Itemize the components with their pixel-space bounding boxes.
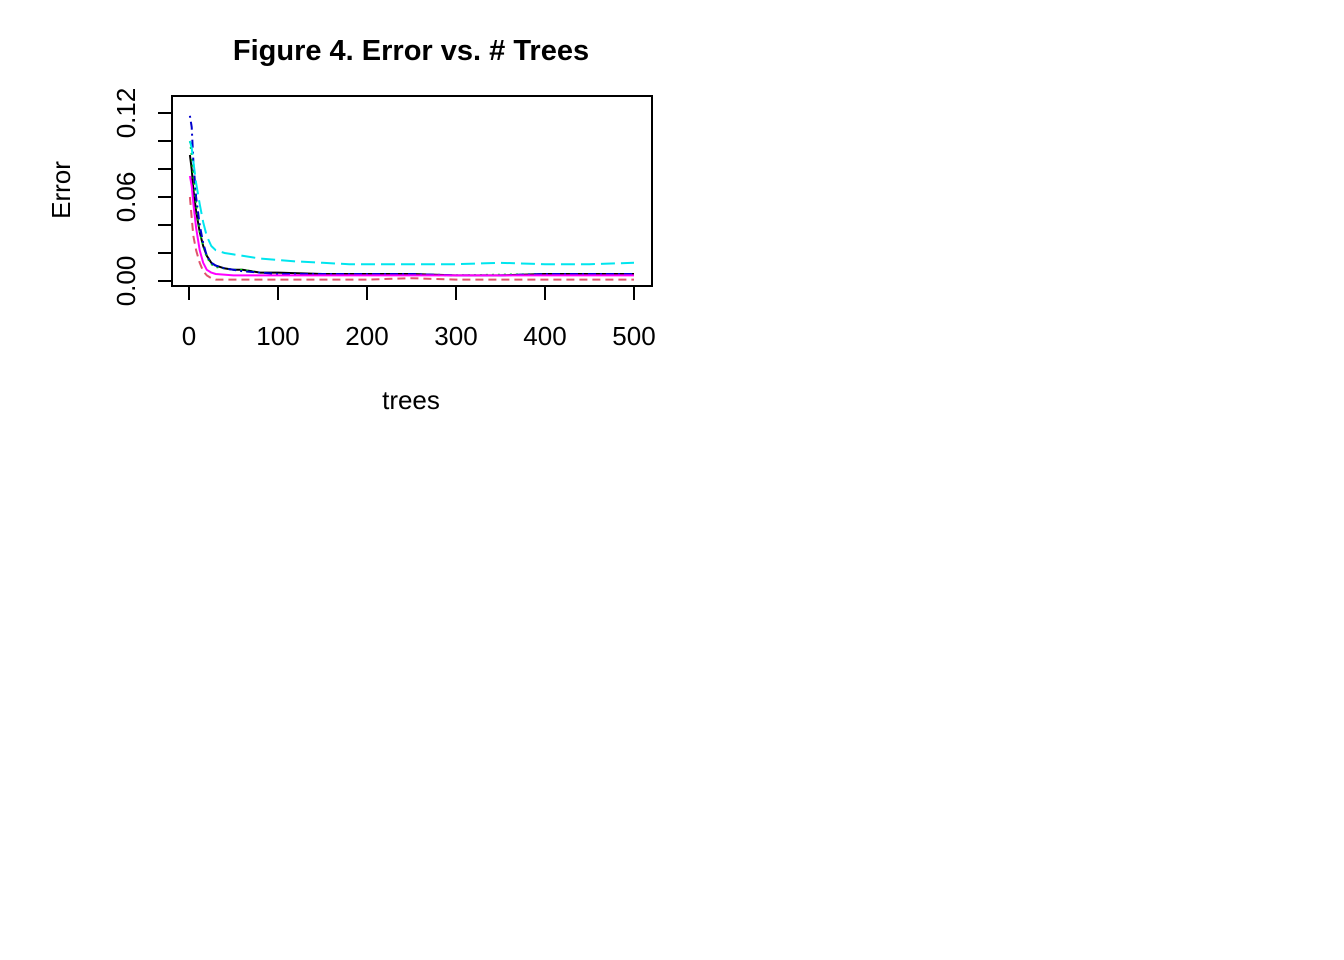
y-tick-label: 0.00 [111, 256, 141, 307]
x-tick-label: 400 [523, 321, 566, 351]
x-tick-label: 500 [612, 321, 655, 351]
series-line-6 [188, 175, 634, 277]
y-axis-label: Error [46, 161, 76, 219]
x-tick-label: 300 [434, 321, 477, 351]
y-tick-label: 0.12 [111, 88, 141, 139]
x-axis-label: trees [382, 385, 440, 415]
x-tick-label: 0 [182, 321, 196, 351]
series-line-5 [188, 140, 635, 266]
x-axis: 0 100 200 300 400 500 [182, 285, 656, 351]
x-tick-label: 200 [345, 321, 388, 351]
series-group [188, 115, 635, 281]
y-tick-label: 0.06 [111, 172, 141, 223]
chart-title: Figure 4. Error vs. # Trees [233, 35, 589, 67]
series-line-2 [188, 196, 634, 281]
x-tick-label: 100 [256, 321, 299, 351]
y-axis: 0.00 0.06 0.12 [111, 88, 173, 307]
